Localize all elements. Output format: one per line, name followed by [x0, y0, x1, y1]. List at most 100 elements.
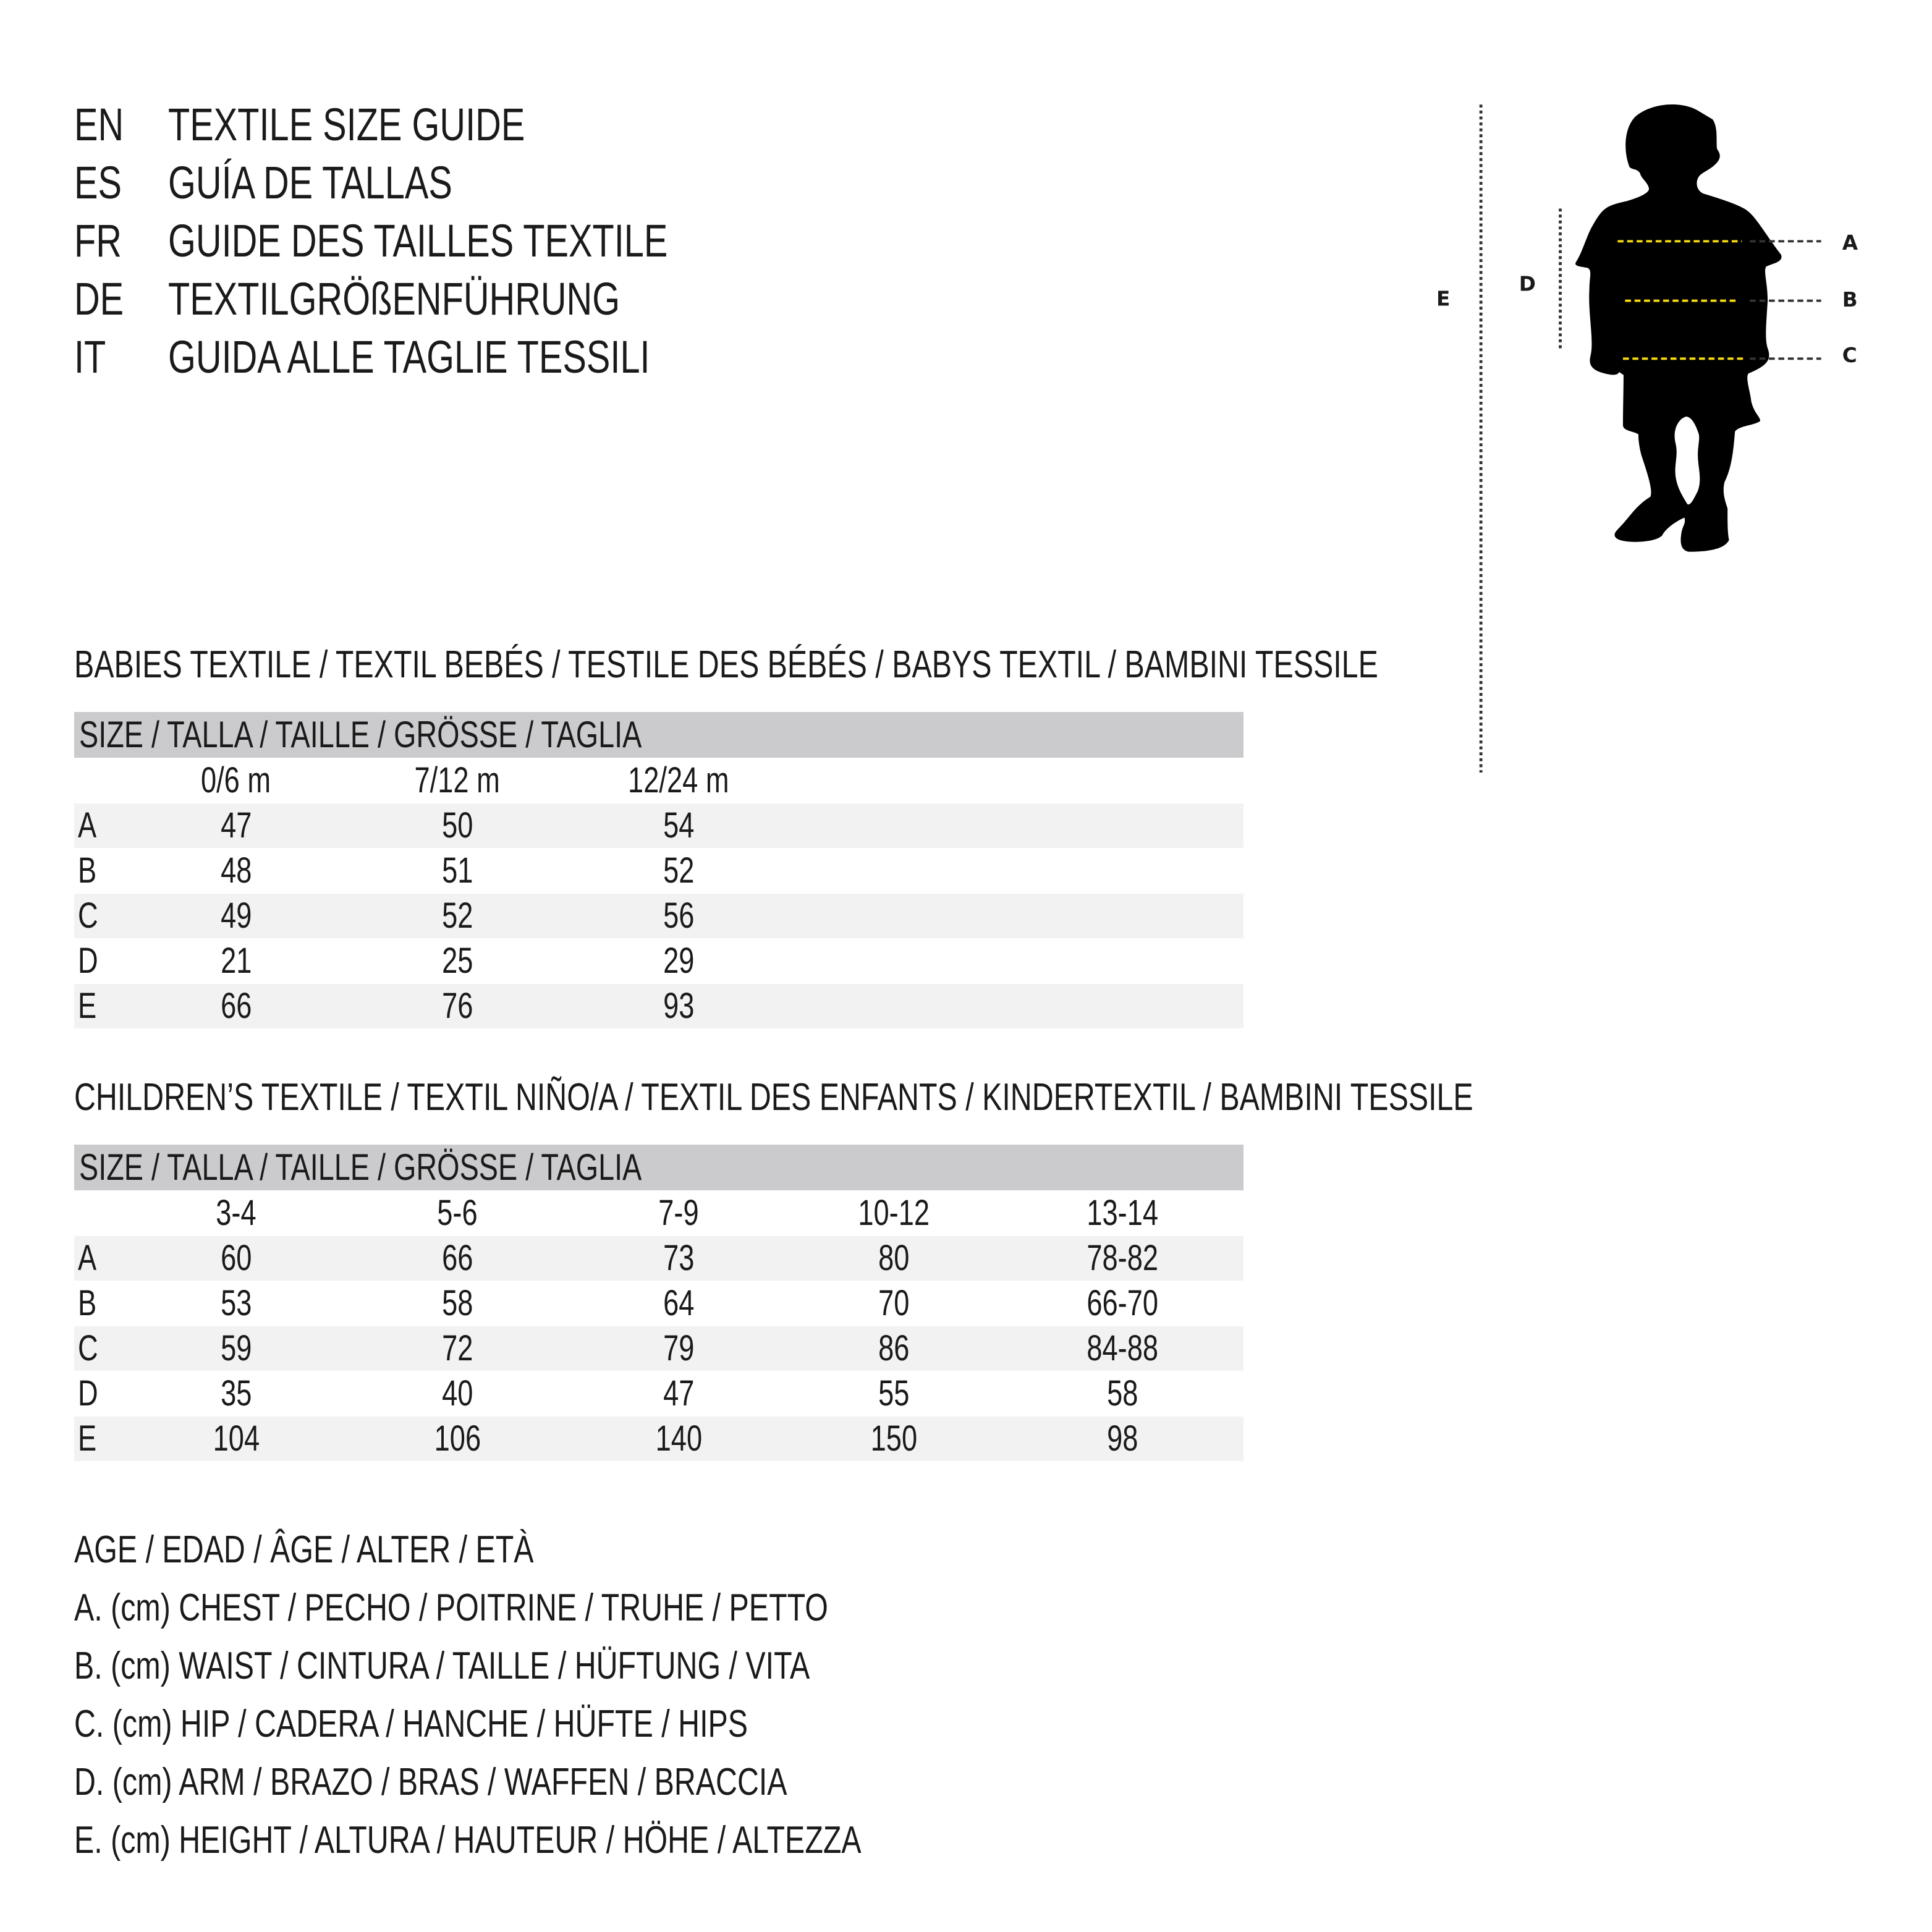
table-row: D 21 25 29: [74, 939, 1244, 983]
table-cell: 84-88: [1087, 1328, 1158, 1368]
label-c: C: [1842, 344, 1857, 367]
title-text: GUÍA DE TALLAS: [168, 157, 452, 208]
column-header: 12/24 m: [628, 760, 729, 800]
table-cell: 54: [663, 805, 695, 845]
table-row: B 48 51 52: [74, 849, 1244, 893]
legend-text: B. (cm) WAIST / CINTURA / TAILLE / HÜFTU…: [74, 1645, 810, 1687]
row-label: A: [78, 805, 97, 845]
table-cell: 47: [220, 805, 252, 845]
table-cell: 150: [870, 1418, 917, 1459]
legend-text: D. (cm) ARM / BRAZO / BRAS / WAFFEN / BR…: [74, 1761, 787, 1803]
table-cell: 66: [220, 986, 252, 1026]
legend-arm: D. (cm) ARM / BRAZO / BRAS / WAFFEN / BR…: [74, 1758, 988, 1807]
legend-text: A. (cm) CHEST / PECHO / POITRINE / TRUHE…: [74, 1587, 828, 1629]
legend-chest: A. (cm) CHEST / PECHO / POITRINE / TRUHE…: [74, 1583, 1041, 1633]
child-silhouette-icon: [1575, 104, 1782, 552]
table-cell: 29: [663, 941, 695, 981]
table-cell: 98: [1106, 1418, 1138, 1459]
row-label: C: [78, 1328, 98, 1368]
row-label: C: [78, 896, 98, 936]
lang-code: EN: [74, 99, 124, 150]
table-cell: 48: [220, 850, 252, 891]
row-label: D: [78, 941, 98, 981]
table-cell: 52: [663, 850, 695, 891]
size-header-text: SIZE / TALLA / TAILLE / GRÖSSE / TAGLIA: [79, 714, 642, 755]
table-cell: 60: [220, 1238, 252, 1278]
column-header: 7-9: [658, 1193, 699, 1233]
table-cell: 79: [663, 1328, 695, 1368]
column-header-row: 0/6 m 7/12 m 12/24 m: [74, 758, 1244, 803]
label-e: E: [1436, 287, 1450, 311]
legend-text: C. (cm) HIP / CADERA / HANCHE / HÜFTE / …: [74, 1703, 748, 1745]
children-heading: CHILDREN’S TEXTILE / TEXTIL NIÑO/A / TEX…: [74, 1074, 1868, 1121]
row-label: B: [78, 850, 97, 891]
lang-code: DE: [74, 273, 124, 324]
table-cell: 49: [220, 896, 252, 936]
size-header-bar: SIZE / TALLA / TAILLE / GRÖSSE / TAGLIA: [74, 1145, 1244, 1190]
babies-heading-text: BABIES TEXTILE / TEXTIL BEBÉS / TESTILE …: [74, 643, 1378, 686]
row-label: A: [78, 1238, 97, 1278]
table-cell: 55: [878, 1373, 910, 1413]
row-label: D: [78, 1373, 98, 1413]
table-cell: 72: [441, 1328, 473, 1368]
table-cell: 66: [441, 1238, 473, 1278]
table-cell: 47: [663, 1373, 695, 1413]
child-silhouette-figure: A B C D E: [1436, 104, 1858, 773]
table-row: A 47 50 54: [74, 803, 1244, 848]
size-header-text: SIZE / TALLA / TAILLE / GRÖSSE / TAGLIA: [79, 1146, 642, 1188]
column-header: 5-6: [437, 1193, 478, 1233]
table-row: B 53 58 64 70 66-70: [74, 1281, 1244, 1326]
table-cell: 58: [441, 1283, 473, 1323]
table-cell: 86: [878, 1328, 910, 1368]
table-cell: 35: [220, 1373, 252, 1413]
legend-hip: C. (cm) HIP / CADERA / HANCHE / HÜFTE / …: [74, 1700, 938, 1749]
table-cell: 66-70: [1087, 1283, 1158, 1323]
table-cell: 104: [213, 1418, 260, 1459]
column-header: 7/12 m: [414, 760, 501, 800]
table-cell: 78-82: [1087, 1238, 1158, 1278]
size-header-bar: SIZE / TALLA / TAILLE / GRÖSSE / TAGLIA: [74, 712, 1244, 758]
row-label: E: [78, 986, 97, 1026]
table-row: E 104 106 140 150 98: [74, 1417, 1244, 1461]
label-b: B: [1842, 288, 1858, 311]
babies-heading: BABIES TEXTILE / TEXTIL BEBÉS / TESTILE …: [74, 642, 1746, 688]
title-text: GUIDA ALLE TAGLIE TESSILI: [168, 331, 650, 383]
lang-code: FR: [74, 215, 122, 266]
label-a: A: [1842, 231, 1858, 255]
column-header: 13-14: [1087, 1193, 1158, 1233]
title-text: TEXTILGRÖßENFÜHRUNG: [168, 273, 621, 324]
column-header: 10-12: [858, 1193, 930, 1233]
column-header-row: 3-4 5-6 7-9 10-12 13-14: [74, 1191, 1244, 1235]
legend-age: AGE / EDAD / ÂGE / ALTER / ETÀ: [74, 1525, 663, 1575]
legend-height: E. (cm) HEIGHT / ALTURA / HAUTEUR / HÖHE…: [74, 1816, 1083, 1865]
children-heading-text: CHILDREN’S TEXTILE / TEXTIL NIÑO/A / TEX…: [74, 1076, 1473, 1119]
legend-waist: B. (cm) WAIST / CINTURA / TAILLE / HÜFTU…: [74, 1642, 1017, 1691]
table-row: E 66 76 93: [74, 984, 1244, 1028]
table-row: D 35 40 47 55 58: [74, 1371, 1244, 1416]
label-d: D: [1519, 273, 1536, 296]
column-header: 0/6 m: [201, 760, 271, 800]
table-cell: 70: [878, 1283, 910, 1323]
row-label: E: [78, 1418, 97, 1459]
table-cell: 76: [441, 986, 473, 1026]
table-cell: 56: [663, 896, 695, 936]
table-row: A 60 66 73 80 78-82: [74, 1236, 1244, 1281]
title-text: TEXTILE SIZE GUIDE: [168, 99, 525, 150]
table-cell: 52: [441, 896, 473, 936]
table-cell: 21: [220, 941, 252, 981]
legend-text: AGE / EDAD / ÂGE / ALTER / ETÀ: [74, 1528, 534, 1571]
lang-code: ES: [74, 157, 122, 208]
table-cell: 51: [441, 850, 473, 891]
title-text: GUIDE DES TAILLES TEXTILE: [168, 215, 668, 266]
row-label: B: [78, 1283, 97, 1323]
table-cell: 73: [663, 1238, 695, 1278]
table-row: C 49 52 56: [74, 894, 1244, 938]
table-row: C 59 72 79 86 84-88: [74, 1326, 1244, 1371]
table-cell: 50: [441, 805, 473, 845]
table-cell: 64: [663, 1283, 695, 1323]
table-cell: 93: [663, 986, 695, 1026]
table-cell: 25: [441, 941, 473, 981]
column-header: 3-4: [216, 1193, 256, 1233]
table-cell: 58: [1106, 1373, 1138, 1413]
table-cell: 140: [655, 1418, 702, 1459]
